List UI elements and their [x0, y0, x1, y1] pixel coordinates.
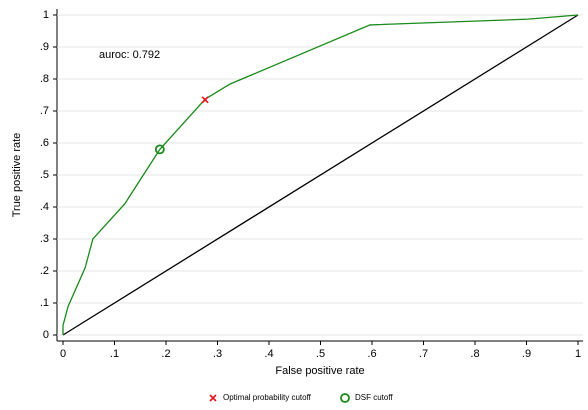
- x-tick-label: .6: [367, 348, 376, 360]
- y-tick-label: 1: [43, 9, 49, 21]
- y-tick-label: 0: [43, 329, 49, 341]
- legend-label: DSF cutoff: [355, 393, 393, 402]
- x-tick-label: 0: [60, 348, 66, 360]
- y-tick-label: .1: [40, 297, 49, 309]
- x-axis-title: False positive rate: [275, 365, 364, 377]
- annotation: auroc: 0.792: [99, 49, 160, 61]
- x-tick-label: .4: [264, 348, 273, 360]
- x-tick-label: .2: [161, 348, 170, 360]
- x-tick-label: .9: [522, 348, 531, 360]
- x-tick-label: .8: [470, 348, 479, 360]
- y-tick-label: .8: [40, 73, 49, 85]
- y-tick-label: .6: [40, 137, 49, 149]
- reference-line: [62, 14, 579, 336]
- marker-circle: [340, 393, 350, 403]
- marker-x: [201, 96, 209, 104]
- marker-circle: [154, 144, 165, 155]
- y-tick-label: .3: [40, 233, 49, 245]
- x-tick-label: .5: [316, 348, 325, 360]
- y-tick-label: .2: [40, 265, 49, 277]
- legend-label: Optimal probability cutoff: [223, 393, 312, 402]
- x-tick-label: .7: [419, 348, 428, 360]
- roc-curve: [62, 14, 579, 335]
- x-tick-label: .3: [213, 348, 222, 360]
- marker-stroke: [209, 394, 217, 402]
- y-tick-label: .9: [40, 41, 49, 53]
- y-tick-label: .5: [40, 169, 49, 181]
- y-tick-label: .7: [40, 105, 49, 117]
- y-axis-title: True positive rate: [11, 133, 23, 218]
- y-tick-label: .4: [40, 201, 49, 213]
- marker-stroke: [201, 96, 209, 104]
- marker-x: [209, 394, 217, 402]
- x-tick-label: .1: [110, 348, 119, 360]
- x-tick-label: 1: [575, 348, 581, 360]
